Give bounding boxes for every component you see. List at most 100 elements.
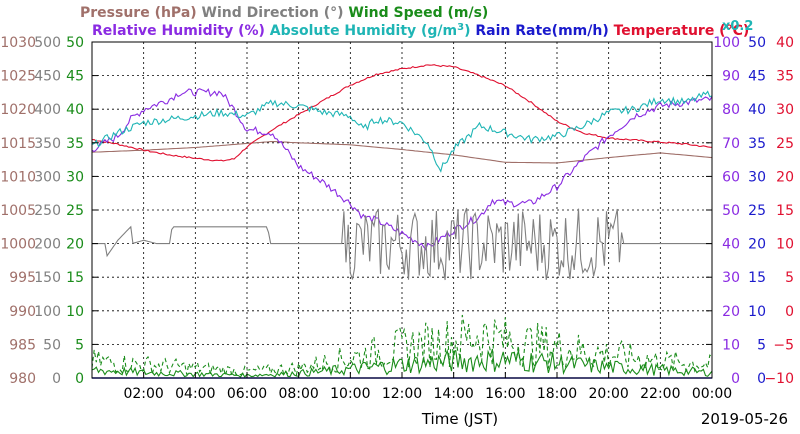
legend-entry-superscript: 3 (457, 22, 464, 33)
scale-note: x0.2 (722, 19, 753, 34)
legend-entry: Absolute Humidity (g/m (270, 23, 457, 39)
y-tick-label-rain_rate: 30 (748, 169, 766, 185)
y-tick-label-temperature: 35 (776, 69, 794, 85)
y-tick-label-wind_direction: 450 (34, 69, 61, 85)
x-tick-label: 18:00 (537, 386, 577, 402)
y-tick-label-wind_speed: 15 (66, 270, 84, 286)
y-tick-label-rain_rate: 40 (748, 102, 766, 118)
y-tick-label-wind_speed: 30 (66, 169, 84, 185)
x-tick-label: 14:00 (433, 386, 473, 402)
y-tick-label-pressure: 1015 (0, 136, 36, 152)
y-tick-label-pressure: 1000 (0, 237, 36, 253)
y-tick-label-relative_humidity: 60 (722, 169, 740, 185)
y-tick-label-wind_direction: 500 (34, 35, 61, 51)
y-tick-label-wind_speed: 50 (66, 35, 84, 51)
y-tick-label-relative_humidity: 30 (722, 270, 740, 286)
x-tick-label: 12:00 (382, 386, 422, 402)
y-tick-label-temperature: 0 (785, 304, 794, 320)
y-tick-label-rain_rate: 45 (748, 69, 766, 85)
x-tick-label: 08:00 (278, 386, 318, 402)
y-tick-label-wind_direction: 350 (34, 136, 61, 152)
y-tick-label-rain_rate: 35 (748, 136, 766, 152)
y-tick-label-pressure: 995 (9, 270, 36, 286)
x-tick-label: 04:00 (175, 386, 215, 402)
y-tick-label-temperature: −5 (773, 337, 794, 353)
y-tick-label-relative_humidity: 70 (722, 136, 740, 152)
y-tick-label-pressure: 990 (9, 304, 36, 320)
y-tick-label-relative_humidity: 40 (722, 237, 740, 253)
y-tick-label-relative_humidity: 50 (722, 203, 740, 219)
y-tick-label-wind_speed: 45 (66, 69, 84, 85)
y-tick-label-wind_speed: 40 (66, 102, 84, 118)
y-tick-label-wind_direction: 0 (52, 371, 61, 387)
y-tick-label-pressure: 1030 (0, 35, 36, 51)
grid (92, 42, 712, 378)
legend-entry: Wind Speed (m/s) (348, 5, 488, 21)
y-tick-label-wind_direction: 250 (34, 203, 61, 219)
y-tick-label-pressure: 1010 (0, 169, 36, 185)
y-tick-label-pressure: 980 (9, 371, 36, 387)
y-tick-label-wind_speed: 0 (75, 371, 84, 387)
legend-entry-tail: ) (464, 23, 470, 39)
y-tick-label-relative_humidity: 10 (722, 337, 740, 353)
y-tick-label-rain_rate: 20 (748, 237, 766, 253)
y-tick-label-relative_humidity: 0 (731, 371, 740, 387)
y-tick-label-wind_speed: 10 (66, 304, 84, 320)
date-label: 2019-05-26 (701, 410, 788, 428)
y-tick-label-temperature: −10 (764, 371, 794, 387)
y-tick-label-wind_direction: 100 (34, 304, 61, 320)
y-tick-label-relative_humidity: 80 (722, 102, 740, 118)
y-tick-label-temperature: 30 (776, 102, 794, 118)
y-tick-label-temperature: 5 (785, 270, 794, 286)
x-tick-label: 10:00 (330, 386, 370, 402)
y-tick-label-relative_humidity: 20 (722, 304, 740, 320)
y-tick-label-rain_rate: 25 (748, 203, 766, 219)
y-tick-label-wind_speed: 25 (66, 203, 84, 219)
x-tick-label: 20:00 (588, 386, 628, 402)
y-tick-label-wind_direction: 50 (43, 337, 61, 353)
legend-entry: Temperature (°C) (614, 23, 750, 39)
y-tick-label-rain_rate: 50 (748, 35, 766, 51)
y-tick-label-temperature: 15 (776, 203, 794, 219)
y-tick-label-relative_humidity: 90 (722, 69, 740, 85)
y-tick-label-relative_humidity: 100 (713, 35, 740, 51)
legend: Pressure (hPa) Wind Direction (°) Wind S… (80, 5, 753, 39)
x-tick-label: 16:00 (485, 386, 525, 402)
y-tick-label-pressure: 1025 (0, 69, 36, 85)
x-axis-label: Time (JST) (421, 410, 498, 428)
series-line-relative_humidity (91, 88, 713, 251)
x-tick-label: 22:00 (640, 386, 680, 402)
y-tick-label-wind_direction: 300 (34, 169, 61, 185)
y-tick-label-wind_speed: 35 (66, 136, 84, 152)
y-tick-label-wind_direction: 200 (34, 237, 61, 253)
series-line-wind_direction (92, 207, 712, 281)
legend-entry: Pressure (hPa) (80, 5, 197, 21)
y-tick-label-temperature: 25 (776, 136, 794, 152)
y-tick-label-pressure: 1020 (0, 102, 36, 118)
y-tick-label-wind_speed: 20 (66, 237, 84, 253)
legend-entry: Wind Direction (°) (202, 5, 344, 21)
series-line-absolute_humidity (91, 90, 713, 173)
y-tick-label-temperature: 40 (776, 35, 794, 51)
legend-entry: Rain Rate(mm/h) (475, 23, 608, 39)
y-tick-label-temperature: 20 (776, 169, 794, 185)
y-tick-label-rain_rate: 0 (757, 371, 766, 387)
y-tick-label-wind_direction: 400 (34, 102, 61, 118)
legend-line: Relative Humidity (%) Absolute Humidity … (92, 22, 749, 39)
y-tick-label-temperature: 10 (776, 237, 794, 253)
legend-line: Pressure (hPa) Wind Direction (°) Wind S… (80, 5, 488, 21)
series-line-wind_speed_max (91, 314, 713, 378)
axes: 9809859909951000100510101015102010251030… (0, 35, 794, 402)
x-tick-label: 06:00 (227, 386, 267, 402)
y-tick-label-rain_rate: 10 (748, 304, 766, 320)
series-line-temperature (91, 64, 713, 162)
y-tick-label-rain_rate: 5 (757, 337, 766, 353)
y-tick-label-pressure: 1005 (0, 203, 36, 219)
y-tick-label-pressure: 985 (9, 337, 36, 353)
y-tick-label-rain_rate: 15 (748, 270, 766, 286)
y-tick-label-wind_direction: 150 (34, 270, 61, 286)
y-tick-label-wind_speed: 5 (75, 337, 84, 353)
series-line-pressure (91, 140, 713, 164)
